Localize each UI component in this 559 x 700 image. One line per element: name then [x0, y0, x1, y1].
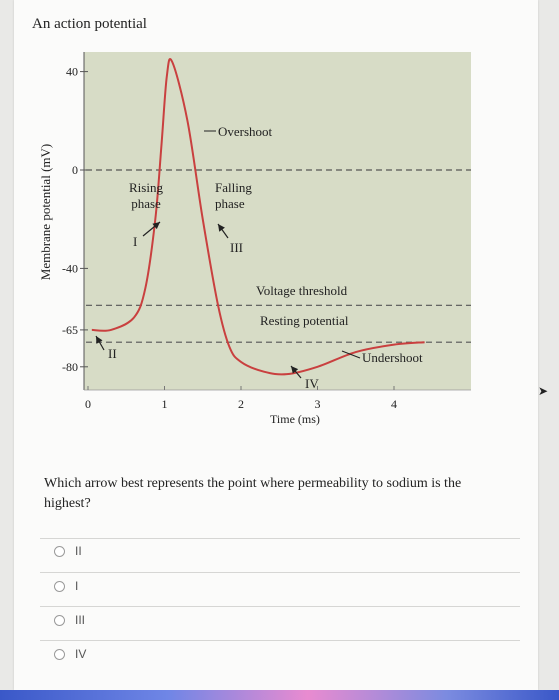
option-iii-label: III [75, 613, 86, 627]
figure-title: An action potential [32, 16, 147, 32]
x-axis-label: Time (ms) [270, 412, 320, 426]
arrow-ii-head [96, 336, 103, 344]
y-tick-label: 0 [72, 163, 78, 177]
cursor-icon: ➤ [538, 384, 549, 398]
divider [40, 640, 520, 641]
y-axis-label: Membrane potential (mV) [38, 144, 53, 280]
y-tick-label: -80 [62, 360, 78, 374]
membrane-potential-curve [91, 57, 425, 376]
voltage-threshold-label: Voltage threshold [256, 283, 348, 298]
radio-i[interactable] [54, 580, 65, 592]
option-ii-label: II [75, 544, 82, 558]
undershoot-leader [341, 350, 361, 359]
divider [40, 606, 520, 607]
option-iv[interactable]: IV [54, 643, 86, 665]
y-tick-label: -65 [62, 323, 78, 337]
radio-iv[interactable] [54, 648, 65, 660]
rising-phase-label: Rising [129, 180, 163, 195]
arrow-i-label: I [133, 234, 137, 249]
y-tick-label: 40 [66, 65, 78, 79]
taskbar-strip [0, 690, 559, 700]
arrow-iii-label: III [230, 240, 243, 255]
plot-background [84, 52, 471, 390]
arrow-i-head [152, 222, 160, 230]
arrow-ii-label: II [108, 346, 117, 361]
rising-phase-label: phase [131, 196, 161, 211]
arrow-iii-head [218, 224, 225, 232]
option-iv-label: IV [75, 647, 87, 661]
falling-phase-label: phase [215, 196, 245, 211]
action-potential-chart: 400-40-65-800 1 2 3 4 OvershootRisingphaseFa… [38, 52, 471, 426]
option-i-label: I [75, 579, 79, 593]
resting-potential-label: Resting potential [260, 313, 349, 328]
y-tick-label: -40 [62, 261, 78, 275]
arrow-iv-head [291, 366, 299, 374]
radio-iii[interactable] [54, 614, 65, 626]
divider [40, 538, 520, 539]
option-i[interactable]: I [54, 575, 78, 597]
x-tick-label: 0 [85, 397, 91, 411]
x-tick-label: 3 [315, 397, 321, 411]
option-ii[interactable]: II [54, 540, 82, 562]
divider [40, 572, 520, 573]
falling-phase-label: Falling [215, 180, 252, 195]
option-iii[interactable]: III [54, 609, 85, 631]
x-tick-label: 1 [162, 397, 168, 411]
arrow-iv-label: IV [305, 376, 319, 391]
radio-ii[interactable] [54, 545, 65, 557]
x-tick-label: 2 [238, 397, 244, 411]
x-tick-label: 4 [391, 397, 397, 411]
undershoot-label: Undershoot [362, 350, 423, 365]
question-text: Which arrow best represents the point wh… [44, 476, 462, 511]
overshoot-label: Overshoot [218, 124, 273, 139]
